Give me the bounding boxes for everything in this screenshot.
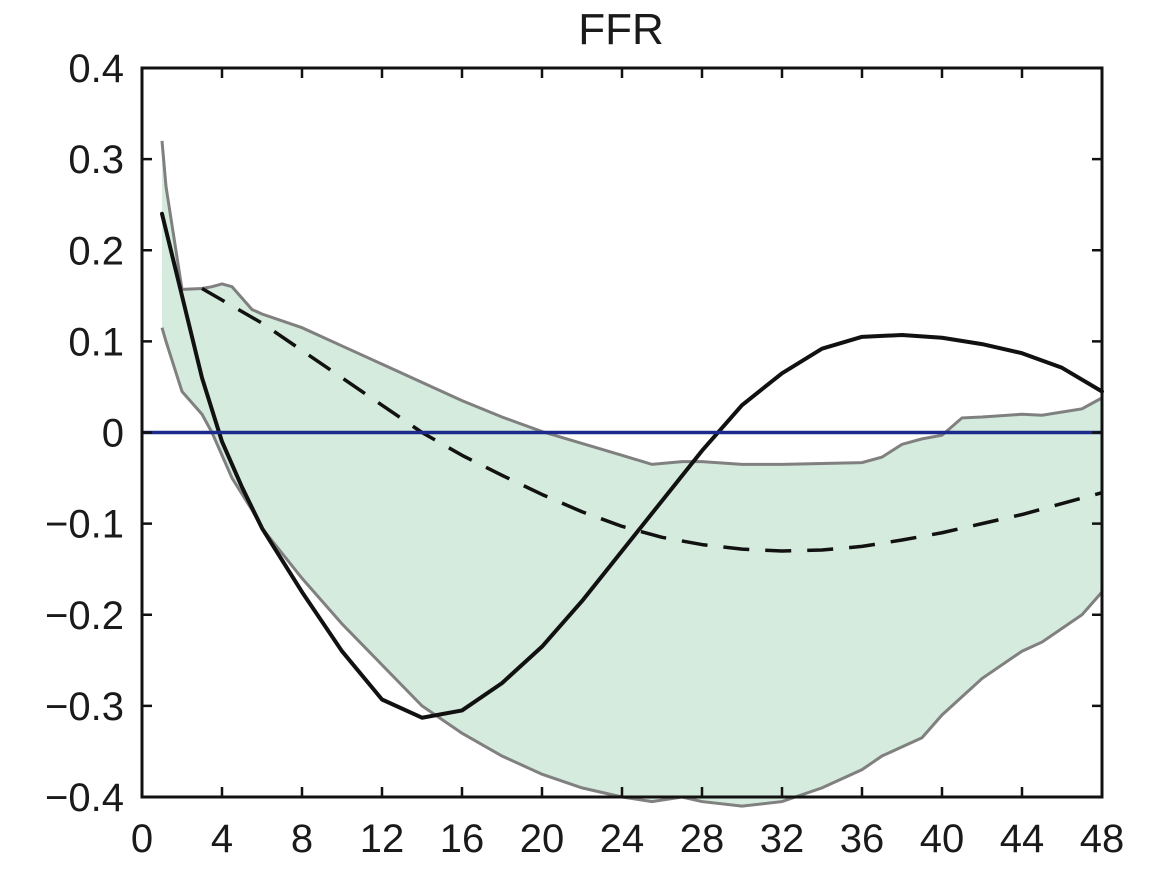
series-dashed-line [201, 287, 1103, 553]
y-tick-label: 0.1 [68, 320, 124, 364]
x-tick-labels: 0 4 8 12 16 20 24 28 32 36 40 44 48 [131, 817, 1124, 861]
y-tick-label: −0.4 [45, 776, 124, 820]
confidence-band-layer [160, 140, 1104, 808]
x-tick-label: 44 [1000, 817, 1045, 861]
chart-title: FFR [578, 5, 664, 54]
y-tick-labels: 0.4 0.3 0.2 0.1 0 −0.1 −0.2 −0.3 −0.4 [45, 47, 124, 820]
x-tick-label: 16 [440, 817, 485, 861]
x-tick-label: 28 [680, 817, 725, 861]
y-tick-label: −0.3 [45, 685, 124, 729]
x-tick-label: 24 [600, 817, 645, 861]
ticks-layer [140, 66, 1104, 799]
y-tick-label: 0.2 [68, 229, 124, 273]
x-tick-label: 36 [840, 817, 885, 861]
y-tick-label: −0.2 [45, 594, 124, 638]
x-tick-label: 20 [520, 817, 565, 861]
y-tick-label: 0.4 [68, 47, 124, 91]
x-tick-label: 4 [211, 817, 233, 861]
series-layer [142, 211, 1104, 720]
y-tick-label: 0.3 [68, 138, 124, 182]
x-tick-label: 12 [360, 817, 405, 861]
confidence-band [162, 140, 1102, 807]
x-tick-label: 32 [760, 817, 805, 861]
y-tick-label: 0 [102, 412, 124, 456]
band-upper-edge [160, 140, 1103, 466]
x-tick-label: 8 [291, 817, 313, 861]
x-tick-label: 48 [1080, 817, 1125, 861]
y-tick-label: −0.1 [45, 503, 124, 547]
series-solid-line [160, 211, 1104, 720]
x-tick-label: 40 [920, 817, 965, 861]
x-tick-label: 0 [131, 817, 153, 861]
